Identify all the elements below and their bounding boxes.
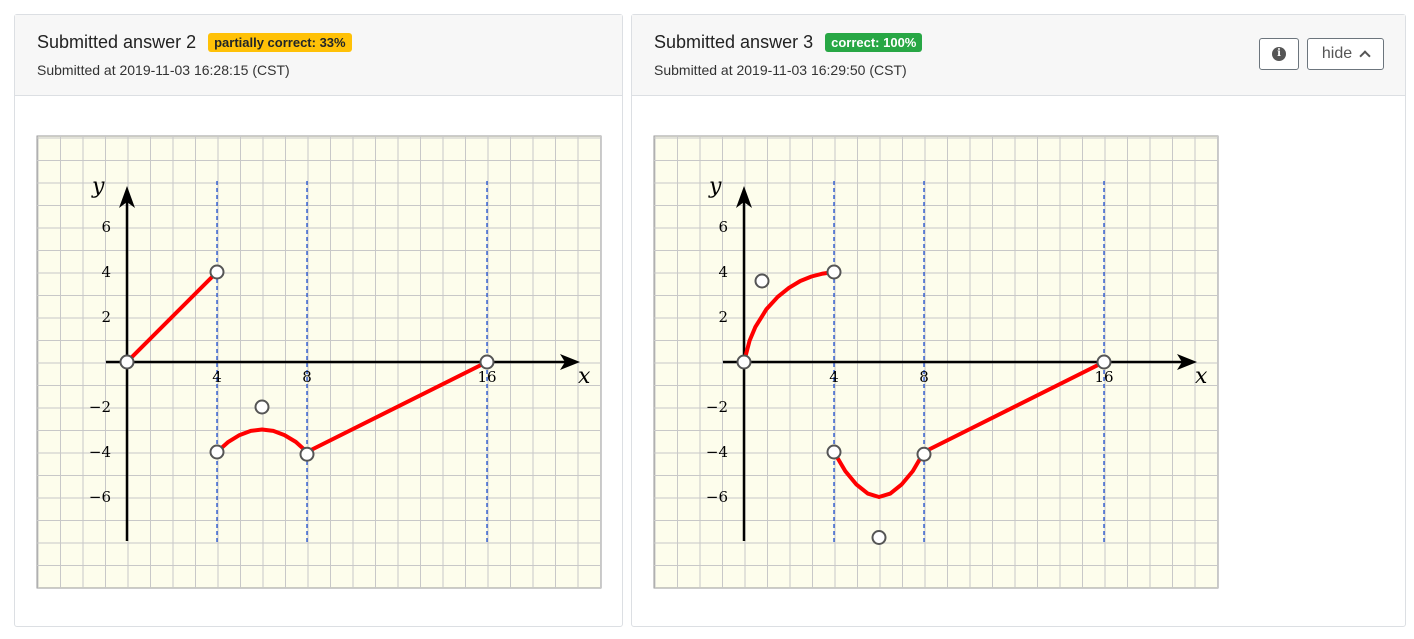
graph-3: x y 4 8 16 6 4 2 −2 −4 −6 (653, 135, 1219, 589)
function-curve (125, 270, 219, 364)
open-point (754, 273, 770, 289)
open-point (871, 530, 887, 545)
y-tick-label: 6 (718, 218, 728, 236)
score-badge-2: partially correct: 33% (208, 33, 352, 52)
y-tick-label: 2 (101, 308, 111, 326)
open-point (209, 264, 225, 280)
x-axis-label: x (578, 364, 591, 389)
y-tick-label: −4 (706, 443, 728, 461)
score-badge-3: correct: 100% (825, 33, 923, 52)
submission-title-3: Submitted answer 3 (654, 32, 814, 52)
chevron-up-icon (1359, 50, 1371, 62)
function-curve (832, 450, 926, 499)
open-point (254, 399, 270, 415)
submission-title-2: Submitted answer 2 (37, 32, 197, 52)
info-button[interactable]: i (1259, 38, 1299, 70)
function-curve (305, 360, 489, 454)
submission-card-2: Submitted answer 2 partially correct: 33… (14, 14, 623, 627)
x-tick-label: 8 (919, 368, 929, 386)
x-axis-label: x (1195, 364, 1208, 389)
x-tick-label: 4 (829, 368, 839, 386)
y-axis-arrow (119, 186, 135, 208)
hide-button[interactable]: hide (1307, 38, 1384, 70)
y-tick-label: −4 (89, 443, 111, 461)
submission-card-3: Submitted answer 3 correct: 100% Submitt… (631, 14, 1406, 627)
y-tick-label: −6 (89, 488, 111, 506)
submitted-time-2: Submitted at 2019-11-03 16:28:15 (CST) (37, 62, 290, 78)
title-row-3: Submitted answer 3 correct: 100% (654, 32, 923, 53)
y-tick-label: 4 (101, 263, 111, 281)
title-row-2: Submitted answer 2 partially correct: 33… (37, 32, 352, 53)
function-curve (742, 270, 836, 364)
open-point (826, 444, 842, 460)
submission-header-2: Submitted answer 2 partially correct: 33… (15, 15, 622, 96)
x-tick-label: 16 (477, 368, 496, 386)
y-axis-label: y (91, 174, 105, 199)
open-point (209, 444, 225, 460)
open-point (916, 446, 932, 462)
function-curve (215, 427, 309, 454)
y-tick-label: 4 (718, 263, 728, 281)
submitted-time-3: Submitted at 2019-11-03 16:29:50 (CST) (654, 62, 907, 78)
hide-label: hide (1321, 45, 1353, 62)
function-curve (922, 360, 1106, 454)
open-point (1096, 354, 1112, 370)
x-tick-label: 16 (1094, 368, 1113, 386)
y-tick-label: −6 (706, 488, 728, 506)
y-tick-label: 6 (101, 218, 111, 236)
x-tick-label: 8 (302, 368, 312, 386)
open-point (826, 264, 842, 280)
graph-2: x y 4 8 16 6 4 2 −2 −4 −6 (36, 135, 602, 589)
y-tick-label: 2 (718, 308, 728, 326)
y-axis-label: y (708, 174, 722, 199)
open-point (119, 354, 135, 370)
y-tick-label: −2 (706, 398, 728, 416)
y-tick-label: −2 (89, 398, 111, 416)
x-axis-arrow (1177, 354, 1197, 370)
y-axis-arrow (736, 186, 752, 208)
submission-header-3: Submitted answer 3 correct: 100% Submitt… (632, 15, 1405, 96)
x-tick-label: 4 (212, 368, 222, 386)
open-point (736, 354, 752, 370)
info-circle-icon: i (1272, 47, 1286, 61)
open-point (479, 354, 495, 370)
open-point (299, 446, 315, 462)
x-axis-arrow (560, 354, 580, 370)
